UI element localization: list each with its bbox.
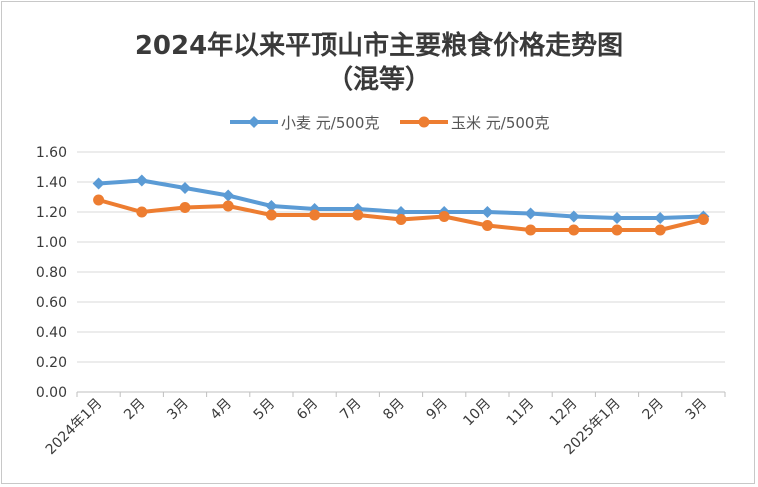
data-point-wheat xyxy=(567,210,580,223)
data-point-wheat xyxy=(179,182,191,194)
x-tick-label: 6月 xyxy=(294,396,322,424)
data-point-corn xyxy=(611,224,623,236)
x-tick-label: 11月 xyxy=(504,396,538,430)
x-tick-label: 4月 xyxy=(208,396,236,424)
data-point-wheat xyxy=(481,206,494,218)
data-point-corn xyxy=(697,214,709,225)
x-tick-label: 9月 xyxy=(424,396,452,424)
series-layer xyxy=(92,174,710,236)
data-point-corn xyxy=(136,206,148,218)
x-tick-label: 2月 xyxy=(121,396,149,424)
legend-label: 玉米 元/500克 xyxy=(451,114,549,132)
y-tick-label: 1.40 xyxy=(36,175,67,191)
x-tick-label: 5月 xyxy=(251,396,279,424)
y-tick-label: 0.60 xyxy=(36,295,67,311)
data-point-corn xyxy=(568,224,580,236)
data-point-wheat xyxy=(524,207,537,220)
data-point-wheat xyxy=(265,200,278,212)
data-point-corn xyxy=(265,209,277,221)
data-point-wheat xyxy=(611,212,623,224)
y-tick-label: 1.60 xyxy=(36,145,67,161)
data-point-wheat xyxy=(135,174,148,187)
data-point-corn xyxy=(93,194,105,206)
legend-label: 小麦 元/500克 xyxy=(281,114,379,132)
data-point-corn xyxy=(179,202,191,213)
legend: 小麦 元/500克 玉米 元/500克 xyxy=(230,114,549,132)
data-point-corn xyxy=(525,224,537,236)
x-tick-label: 8月 xyxy=(380,396,408,424)
x-tick-label: 10月 xyxy=(460,396,494,430)
data-point-corn xyxy=(352,209,364,221)
legend-marker-diamond xyxy=(248,116,260,128)
chart-title: 2024年以来平顶山市主要粮食价格走势图 xyxy=(134,31,624,61)
y-axis-ticks: 0.00 0.20 0.40 0.60 0.80 1.00 1.20 1.40 1.60 xyxy=(36,145,67,401)
y-tick-label: 1.00 xyxy=(36,235,67,251)
y-tick-label: 0.80 xyxy=(36,265,67,281)
x-tick-label: 7月 xyxy=(337,396,365,424)
y-tick-label: 1.20 xyxy=(36,205,67,221)
data-point-wheat xyxy=(654,212,667,224)
data-point-corn xyxy=(481,220,493,231)
y-tick-label: 0.00 xyxy=(36,385,67,401)
x-tick-label: 2024年1月 xyxy=(43,396,106,459)
data-point-corn xyxy=(654,224,666,236)
data-point-corn xyxy=(438,211,450,222)
data-point-corn xyxy=(395,214,407,225)
data-point-wheat xyxy=(222,189,235,202)
data-point-corn xyxy=(309,209,321,221)
y-tick-label: 0.40 xyxy=(36,325,67,341)
legend-marker-circle xyxy=(418,116,430,128)
x-tick-label: 12月 xyxy=(547,396,581,430)
x-tick-label: 2月 xyxy=(640,396,668,424)
data-point-corn xyxy=(222,200,234,212)
x-tick-label: 3月 xyxy=(683,396,711,424)
data-point-wheat xyxy=(92,177,105,190)
x-tick-label: 3月 xyxy=(164,396,192,424)
y-tick-label: 0.20 xyxy=(36,355,67,371)
chart-subtitle: （混等） xyxy=(326,65,431,95)
